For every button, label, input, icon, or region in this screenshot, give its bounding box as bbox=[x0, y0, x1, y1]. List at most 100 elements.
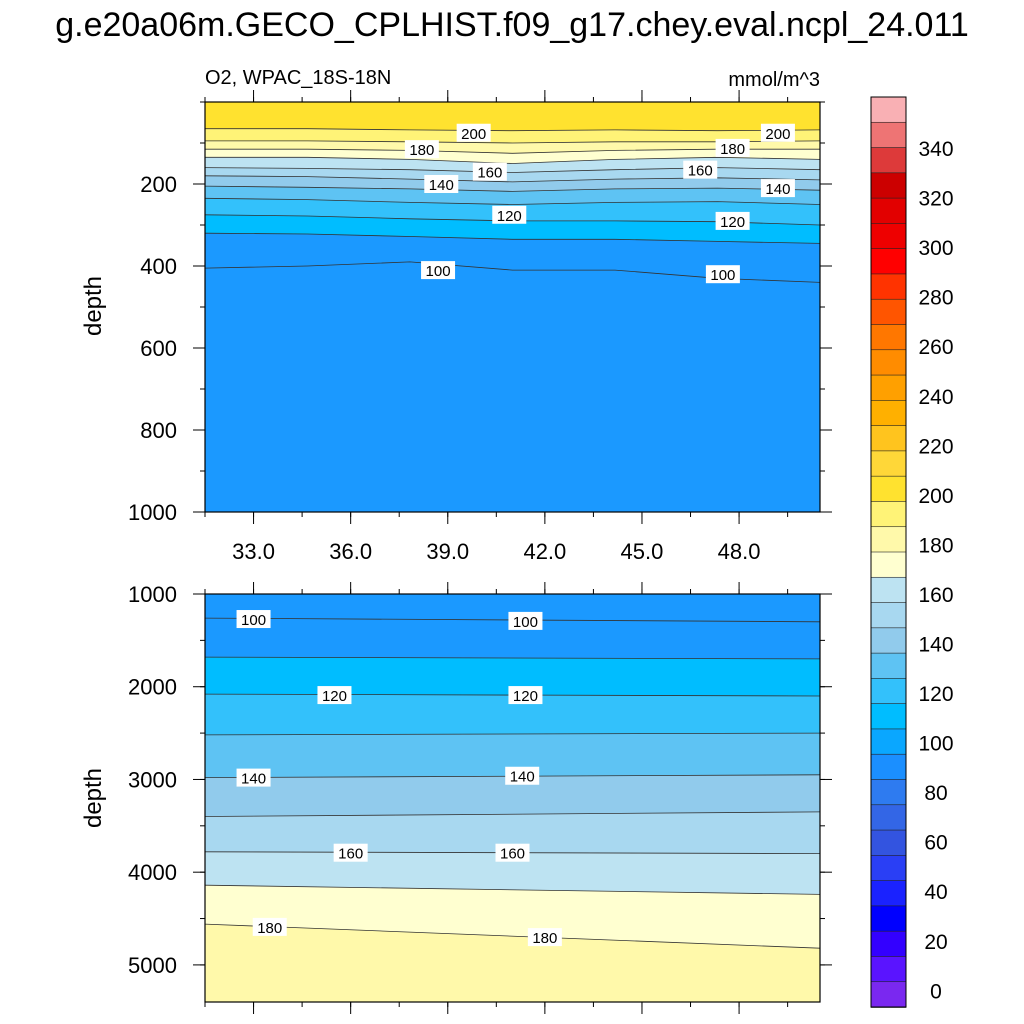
contour-label-bg bbox=[333, 843, 368, 862]
contour-label-text: 100 bbox=[241, 612, 266, 629]
contour-line bbox=[205, 656, 820, 660]
contour-label-text: 100 bbox=[710, 267, 735, 284]
colorbar-swatch bbox=[870, 501, 907, 528]
colorbar-swatch bbox=[870, 905, 907, 932]
colorbar-swatch bbox=[870, 400, 907, 427]
contour-label-bg bbox=[508, 686, 543, 705]
contour-label: 180 bbox=[527, 928, 562, 947]
colorbar-label: 60 bbox=[924, 832, 947, 855]
contour-label-bg bbox=[505, 766, 540, 785]
contour-label-text: 160 bbox=[688, 163, 713, 180]
contour-label-text: 160 bbox=[338, 846, 363, 863]
contour-label: 120 bbox=[492, 205, 527, 225]
colorbar-label: 100 bbox=[918, 733, 953, 756]
colorbar-label: 240 bbox=[918, 386, 953, 409]
contour-label: 140 bbox=[505, 766, 540, 786]
colorbar-label: 120 bbox=[918, 683, 953, 706]
colorbar-swatch bbox=[870, 652, 907, 680]
contour-line bbox=[205, 884, 820, 895]
colorbar-frame bbox=[870, 96, 907, 1008]
colorbar-swatch bbox=[870, 728, 907, 756]
colorbar-swatch bbox=[870, 475, 907, 503]
contour-label: 100 bbox=[508, 611, 543, 631]
y-tick-label: 3000 bbox=[128, 767, 177, 792]
contour-label: 160 bbox=[683, 160, 718, 180]
contour-label-bg bbox=[760, 179, 795, 198]
colorbar-swatch bbox=[870, 829, 907, 857]
colorbar-label: 280 bbox=[918, 287, 953, 310]
contour-label: 160 bbox=[333, 843, 368, 863]
colorbar-swatch bbox=[870, 627, 907, 654]
y-tick-label: 1000 bbox=[128, 500, 177, 525]
x-tick-label: 33.0 bbox=[232, 539, 275, 564]
colorbar-label: 40 bbox=[924, 881, 947, 904]
y-tick-label: 200 bbox=[140, 172, 177, 197]
contour-line bbox=[205, 156, 820, 164]
colorbar-label: 20 bbox=[924, 931, 947, 954]
colorbar-swatch bbox=[870, 880, 907, 907]
contour-line bbox=[205, 197, 820, 205]
colorbar-swatch bbox=[870, 248, 907, 275]
x-tick-label: 39.0 bbox=[426, 539, 469, 564]
contour-label: 180 bbox=[252, 917, 287, 937]
contour-label-text: 180 bbox=[532, 930, 557, 947]
contour-label-text: 180 bbox=[257, 920, 282, 937]
contour-label-bg bbox=[715, 138, 750, 157]
colorbar-swatch bbox=[870, 298, 907, 326]
contour-label: 100 bbox=[705, 265, 740, 284]
y-tick-label: 600 bbox=[140, 336, 177, 361]
contour-label-bg bbox=[683, 160, 718, 179]
contour-line bbox=[205, 232, 820, 244]
contour-label-text: 140 bbox=[510, 769, 535, 786]
contour-label: 120 bbox=[715, 211, 750, 231]
colorbar-swatch bbox=[870, 956, 907, 983]
contour-band bbox=[205, 924, 820, 1002]
contour-label-text: 140 bbox=[429, 177, 454, 194]
contour-label-bg bbox=[404, 140, 439, 159]
panel-variable-label: O2, WPAC_18S-18N bbox=[205, 67, 391, 89]
contour-label-bg bbox=[236, 610, 271, 629]
colorbar-label: 320 bbox=[918, 188, 953, 211]
contour-label-bg bbox=[715, 211, 750, 230]
contour-label-bg bbox=[317, 686, 352, 705]
colorbar-swatch bbox=[870, 450, 907, 477]
x-tick-label: 45.0 bbox=[621, 539, 664, 564]
contour-line bbox=[205, 175, 820, 183]
colorbar-label: 300 bbox=[918, 237, 953, 260]
colorbar-swatch bbox=[870, 753, 907, 781]
y-tick-label: 2000 bbox=[128, 675, 177, 700]
contour-label-text: 120 bbox=[497, 208, 522, 225]
x-tick-label: 42.0 bbox=[523, 539, 566, 564]
colorbar-swatch bbox=[870, 576, 907, 604]
contour-label-bg bbox=[424, 175, 459, 193]
contour-label-bg bbox=[456, 123, 491, 142]
contour-label: 200 bbox=[760, 123, 795, 143]
colorbar-label: 200 bbox=[918, 485, 953, 508]
contour-fills bbox=[205, 102, 820, 512]
contour-line bbox=[205, 811, 820, 817]
contour-label-text: 200 bbox=[461, 126, 486, 143]
contour-label-bg bbox=[705, 265, 740, 284]
contour-band bbox=[205, 261, 820, 512]
contour-label-text: 140 bbox=[765, 181, 790, 198]
lower-panel-1000-5400m: depth 100 100 120 120 140 140 160 160 180 180 1000… bbox=[80, 582, 832, 1014]
contour-label-text: 200 bbox=[765, 126, 790, 143]
contour-label-bg bbox=[236, 768, 271, 787]
contour-label-bg bbox=[508, 611, 543, 630]
contour-label: 140 bbox=[236, 768, 271, 788]
contour-label-bg bbox=[492, 205, 527, 224]
colorbar-swatch bbox=[870, 678, 907, 705]
colorbar-label: 260 bbox=[918, 336, 953, 359]
colorbar: 3403203002802602402202001801601401201008… bbox=[870, 96, 954, 1008]
y-axis-title: depth bbox=[80, 276, 107, 336]
contour-label: 140 bbox=[760, 179, 795, 198]
colorbar-label: 340 bbox=[918, 138, 953, 161]
colorbar-swatch bbox=[870, 172, 907, 199]
colorbar-swatch bbox=[870, 981, 907, 1008]
contour-label-bg bbox=[252, 917, 287, 936]
contour-label-text: 120 bbox=[720, 214, 745, 231]
contour-label-text: 180 bbox=[720, 141, 745, 158]
contour-line bbox=[205, 185, 820, 192]
contour-label-text: 140 bbox=[241, 771, 266, 788]
